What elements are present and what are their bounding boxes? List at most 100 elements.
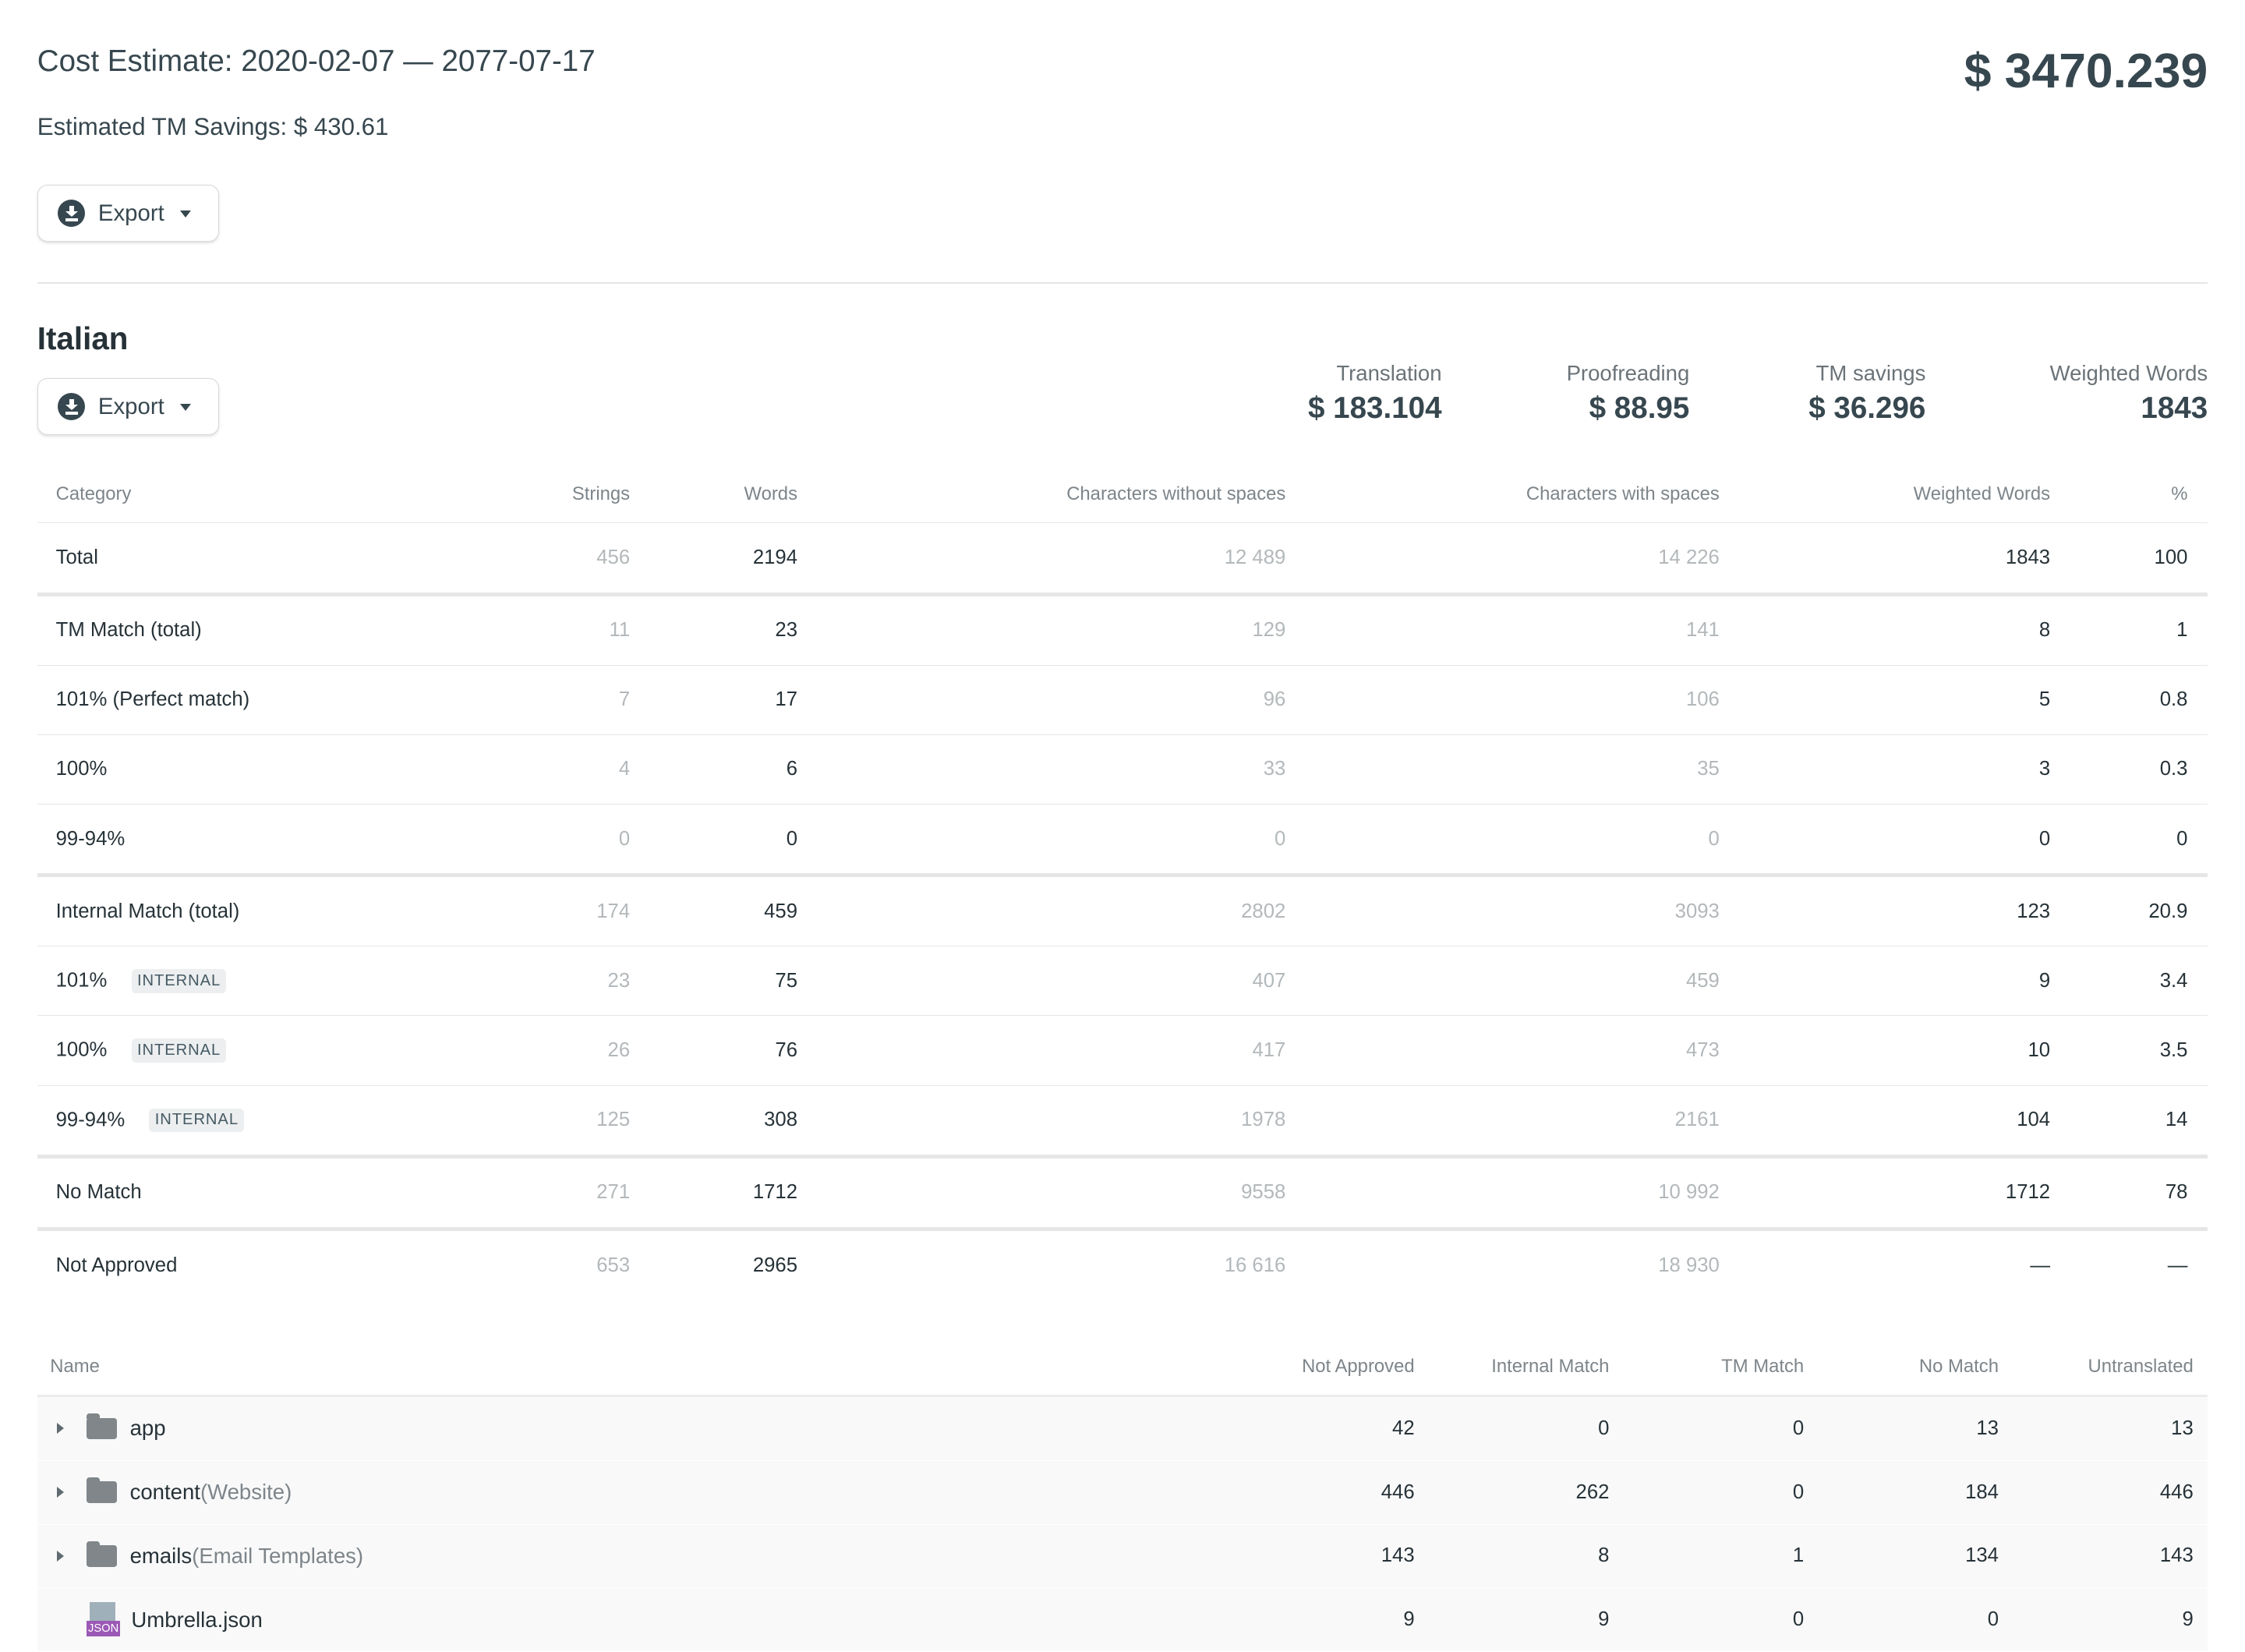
table-cell: 13	[1976, 1417, 1999, 1439]
category-label: 100%	[55, 1038, 108, 1061]
table-cell: 100	[2154, 546, 2188, 568]
table-cell: 42	[1392, 1417, 1415, 1439]
stat-value: $ 36.296	[1808, 391, 1926, 426]
stat-proofreading: Proofreading $ 88.95	[1567, 361, 1690, 426]
table-cell: 0	[1708, 827, 1720, 850]
table-cell: 0	[1792, 1480, 1805, 1503]
table-cell: 0.3	[2159, 758, 2188, 780]
table-cell: 35	[1697, 758, 1720, 780]
category-cell: 101% INTERNAL	[37, 969, 544, 993]
table-cell: 125	[596, 1109, 631, 1131]
category-cell: 99-94% INTERNAL	[37, 1108, 544, 1132]
stat-label: Proofreading	[1566, 360, 1690, 385]
column-header[interactable]: %	[2171, 483, 2188, 504]
caret-down-icon	[179, 210, 191, 223]
table-cell: 3.4	[2159, 969, 2188, 992]
file-row[interactable]: content (Website) 446 262 0 184 446	[37, 1460, 2208, 1525]
table-cell: 14	[2165, 1109, 2188, 1131]
table-cell: 3093	[1674, 900, 1720, 922]
table-cell: 459	[1685, 969, 1720, 992]
file-name[interactable]: content	[129, 1480, 200, 1505]
table-cell: 9	[1403, 1608, 1415, 1631]
stat-label: Weighted Words	[2049, 360, 2208, 385]
table-cell: —	[2167, 1254, 2188, 1276]
table-cell: 184	[1965, 1480, 1999, 1503]
table-cell: —	[2030, 1254, 2051, 1276]
table-cell: 0.8	[2159, 688, 2188, 711]
category-cell: 99-94%	[37, 828, 544, 851]
table-cell: 407	[1252, 969, 1286, 992]
table-cell: 456	[596, 546, 631, 568]
json-badge: JSON	[87, 1620, 120, 1636]
column-header[interactable]: Weighted Words	[1913, 483, 2051, 504]
column-header[interactable]: TM Match	[1721, 1356, 1805, 1378]
table-cell: 0	[1598, 1417, 1610, 1439]
file-subtitle: (Email Templates)	[192, 1543, 364, 1568]
table-row: Total 456 2194 12 489 14 226 1843 100	[37, 523, 2208, 596]
table-cell: 1	[2176, 619, 2188, 642]
column-header[interactable]: No Match	[1918, 1356, 1999, 1378]
file-name[interactable]: emails	[129, 1543, 193, 1568]
file-row[interactable]: app 42 0 0 13 13	[37, 1396, 2208, 1461]
column-header[interactable]: Not Approved	[1302, 1356, 1415, 1378]
column-header[interactable]: Name	[50, 1356, 100, 1378]
category-label: 101% (Perfect match)	[55, 688, 250, 711]
column-header[interactable]: Characters without spaces	[1066, 483, 1286, 504]
files-table: Name Not Approved Internal Match TM Match No…	[37, 1339, 2208, 1652]
table-cell: 2194	[752, 546, 798, 568]
table-cell: 0	[786, 827, 798, 850]
category-label: Total	[55, 546, 98, 568]
table-cell: 26	[607, 1039, 631, 1062]
table-cell: 106	[1685, 688, 1720, 711]
stat-value: 1843	[2141, 391, 2208, 426]
file-name[interactable]: app	[129, 1416, 166, 1441]
table-cell: 20.9	[2148, 900, 2188, 922]
table-row: Not Approved 653 2965 16 616 18 930 — —	[37, 1231, 2208, 1300]
table-cell: 104	[2017, 1109, 2051, 1131]
table-cell: 8	[2038, 619, 2051, 642]
file-name[interactable]: Umbrella.json	[131, 1607, 263, 1632]
table-cell: 0	[1792, 1608, 1805, 1631]
category-label: Internal Match (total)	[55, 900, 240, 922]
column-header[interactable]: Strings	[571, 483, 631, 504]
stat-tm-savings: TM savings $ 36.296	[1808, 361, 1925, 426]
table-cell: 446	[2159, 1480, 2194, 1503]
column-header[interactable]: Category	[55, 483, 132, 504]
category-label: Not Approved	[55, 1254, 178, 1276]
column-header[interactable]: Untranslated	[2088, 1356, 2194, 1378]
file-row[interactable]: JSON Umbrella.json 9 9 0 0 9	[37, 1588, 2208, 1652]
table-cell: 23	[607, 969, 631, 992]
table-cell: 9	[2038, 969, 2051, 992]
internal-badge: INTERNAL	[131, 1038, 227, 1063]
table-cell: 0	[1275, 827, 1286, 850]
folder-icon	[87, 1477, 118, 1503]
column-header[interactable]: Internal Match	[1491, 1356, 1610, 1378]
name-cell: content (Website)	[37, 1477, 1271, 1505]
column-header[interactable]: Characters with spaces	[1526, 483, 1720, 504]
language-export-button[interactable]: Export	[37, 377, 219, 436]
table-row: 101% (Perfect match) 7 17 96 106 5 0.8	[37, 666, 2208, 735]
table-cell: 6	[786, 758, 798, 780]
table-row: No Match 271 1712 9558 10 992 1712 78	[37, 1159, 2208, 1231]
table-row: TM Match (total) 11 23 129 141 8 1	[37, 596, 2208, 666]
category-label: 100%	[55, 758, 108, 780]
category-label: 101%	[55, 969, 108, 992]
expand-arrow-icon[interactable]	[57, 1550, 69, 1562]
stat-translation: Translation $ 183.104	[1308, 361, 1442, 426]
stat-weighted-words: Weighted Words 1843	[2050, 361, 2208, 426]
table-cell: 16 616	[1224, 1254, 1286, 1276]
table-cell: 2802	[1241, 900, 1286, 922]
page-title: Cost Estimate: 2020-02-07 — 2077-07-17	[37, 44, 596, 78]
expand-arrow-icon[interactable]	[57, 1423, 69, 1434]
download-icon	[58, 200, 86, 228]
expand-arrow-icon[interactable]	[57, 1487, 69, 1498]
table-cell: 141	[1685, 619, 1720, 642]
table-cell: 134	[1965, 1544, 1999, 1567]
file-page-icon	[90, 1601, 116, 1622]
column-header[interactable]: Words	[744, 483, 798, 504]
export-button[interactable]: Export	[37, 184, 219, 242]
table-cell: 3	[2038, 758, 2051, 780]
json-file-icon: JSON	[87, 1601, 120, 1638]
file-row[interactable]: emails (Email Templates) 143 8 1 134 143	[37, 1524, 2208, 1589]
table-cell: 653	[596, 1254, 631, 1276]
